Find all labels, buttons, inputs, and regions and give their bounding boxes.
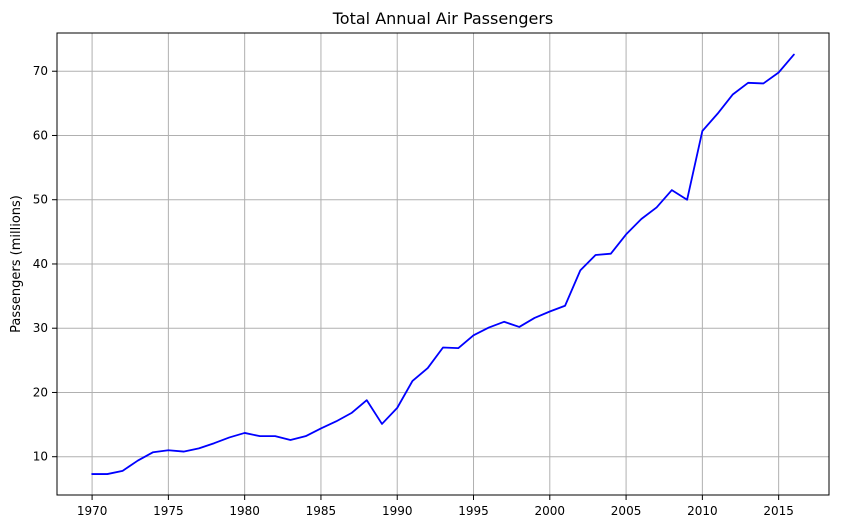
- x-tick-label: 2000: [535, 504, 566, 518]
- x-tick-label: 2005: [611, 504, 642, 518]
- y-tick-label: 50: [33, 193, 48, 207]
- y-tick-label: 20: [33, 385, 48, 399]
- y-tick-label: 10: [33, 450, 48, 464]
- x-tick-label: 1975: [153, 504, 184, 518]
- x-tick-label: 2015: [763, 504, 794, 518]
- x-tick-label: 1980: [229, 504, 260, 518]
- x-tick-label: 1985: [306, 504, 337, 518]
- x-tick-label: 1990: [382, 504, 413, 518]
- y-tick-label: 30: [33, 321, 48, 335]
- y-tick-label: 70: [33, 64, 48, 78]
- x-tick-label: 2010: [687, 504, 718, 518]
- y-tick-label: 40: [33, 257, 48, 271]
- x-axis-ticks: 1970 1975 1980 1985 1990 1995 2000 2005 2010 2015: [77, 495, 794, 518]
- y-axis-ticks: 10 20 30 40 50 60 70: [33, 64, 57, 464]
- x-tick-label: 1970: [77, 504, 108, 518]
- y-tick-label: 60: [33, 128, 48, 142]
- x-tick-label: 1995: [458, 504, 489, 518]
- grid-lines: [57, 33, 829, 495]
- chart-title: Total Annual Air Passengers: [332, 9, 554, 28]
- y-axis-label: Passengers (millions): [9, 195, 24, 333]
- series-line: [91, 53, 795, 475]
